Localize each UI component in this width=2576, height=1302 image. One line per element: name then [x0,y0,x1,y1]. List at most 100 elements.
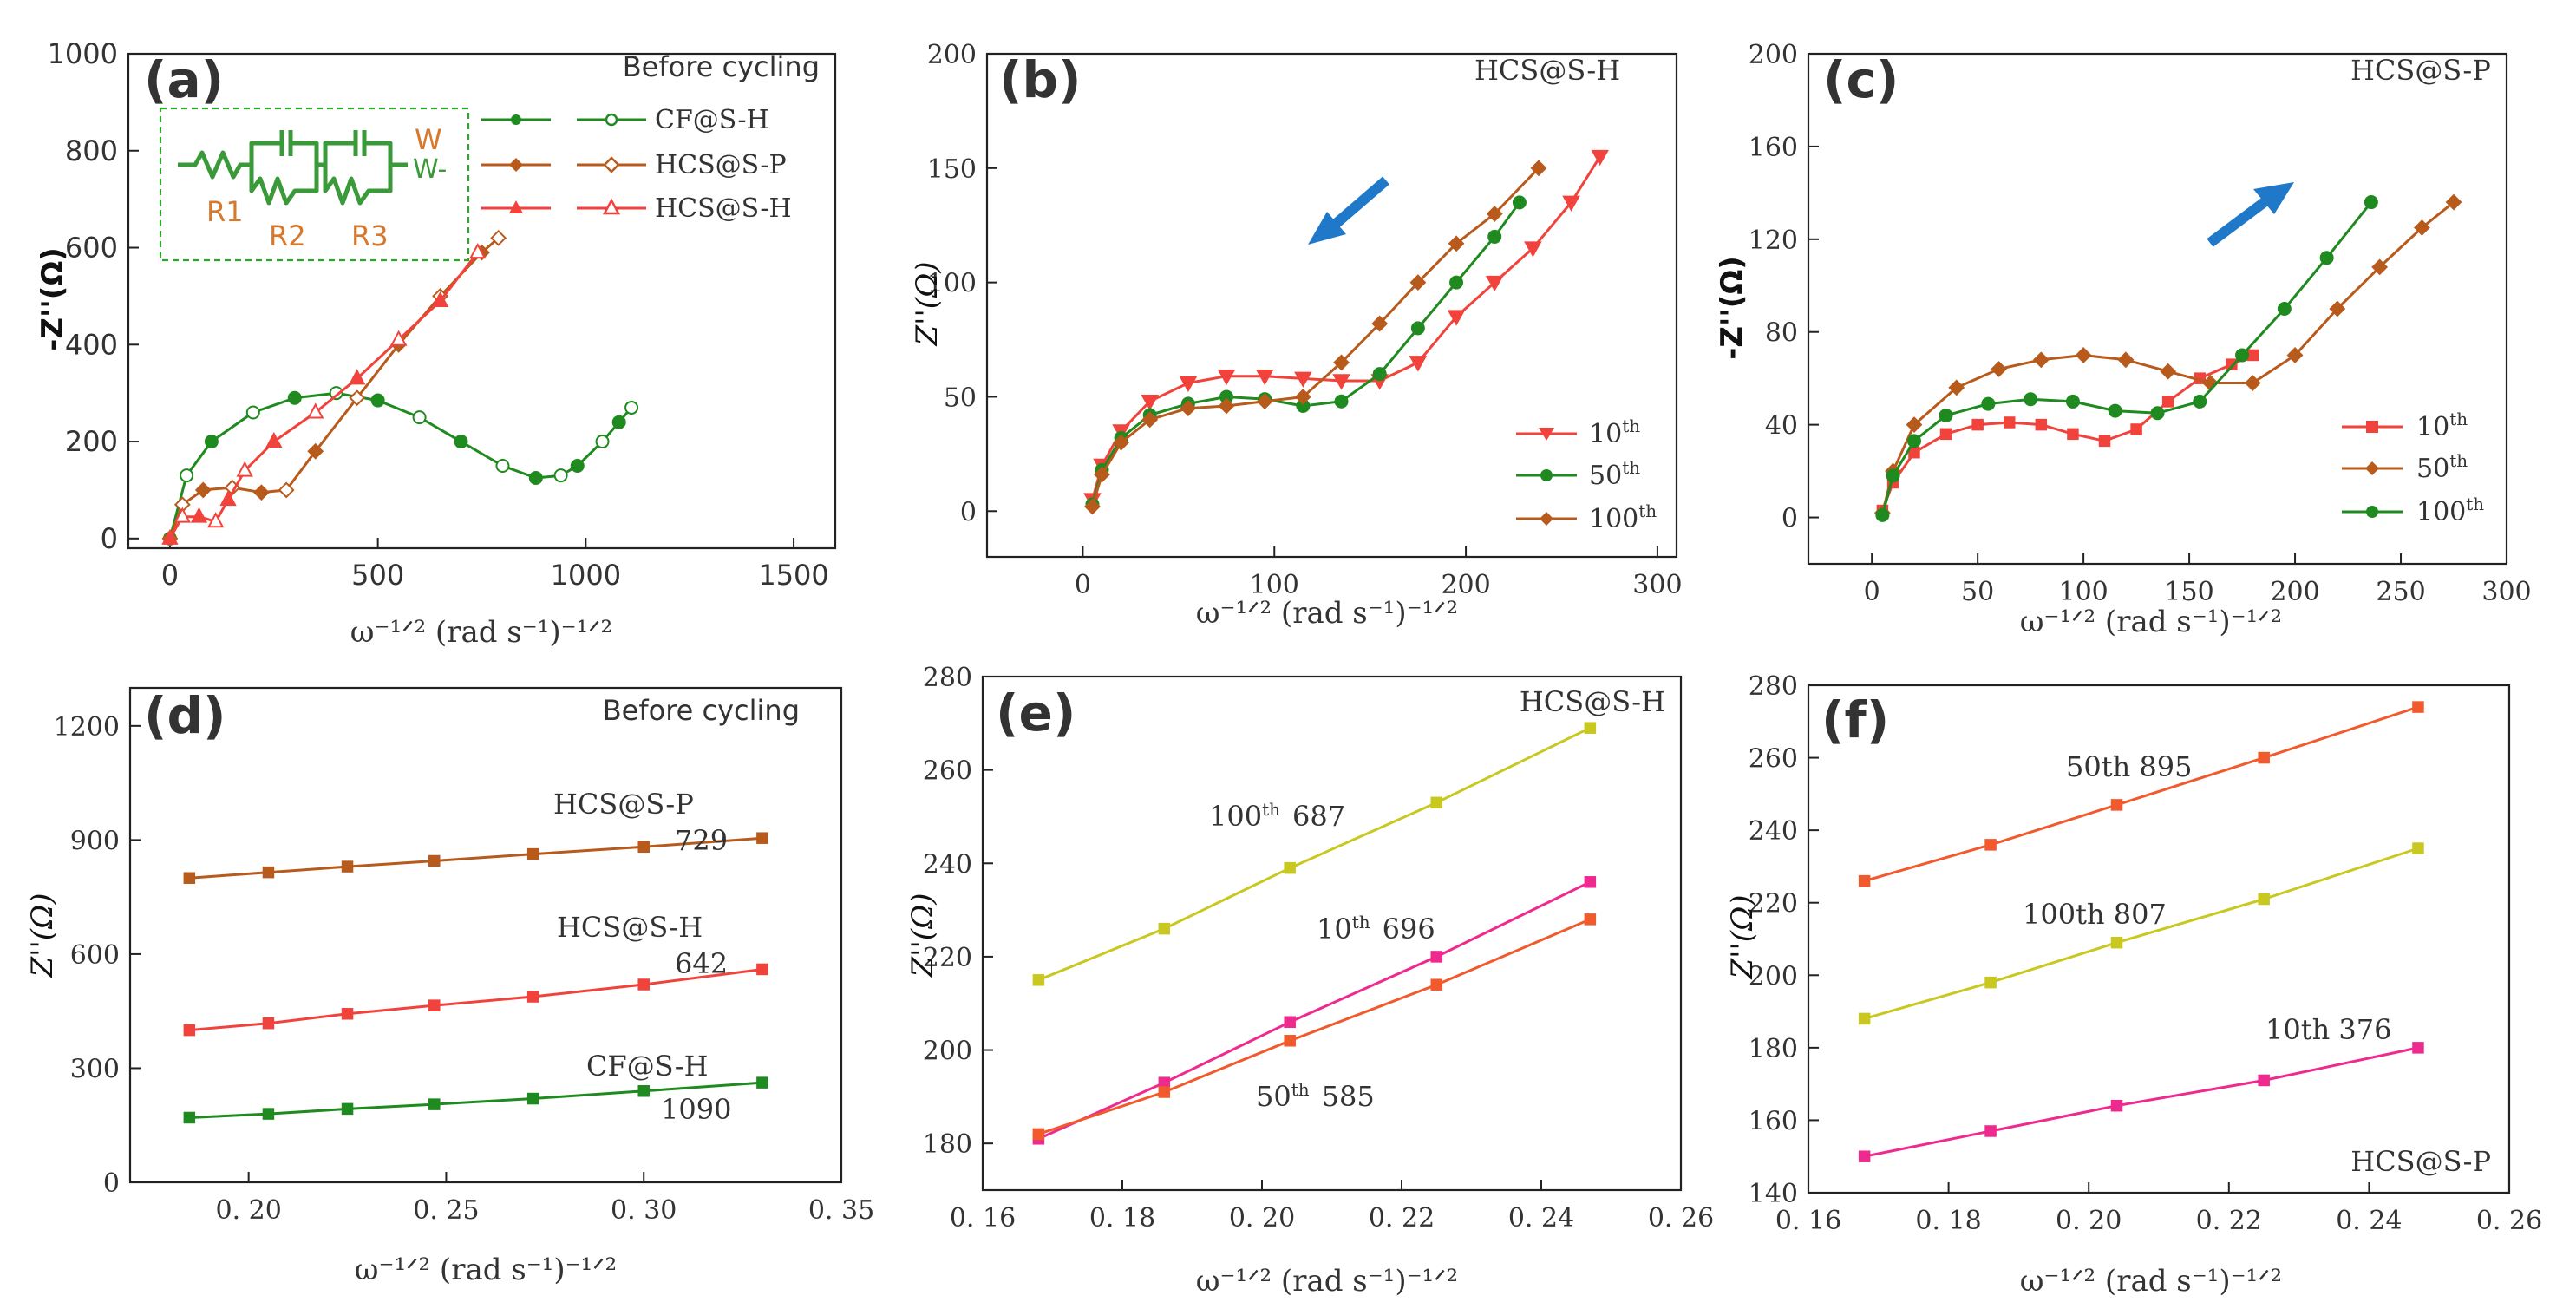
panel-f-point-2 [1984,976,1997,989]
panel-a-point-3 [173,507,191,523]
panel-b-point-3 [1141,411,1159,429]
panel-e-ytick-label: 240 [923,849,972,880]
panel-a-point-1 [553,468,568,483]
panel-d-ytick-label: 900 [70,826,120,856]
panel-e-point-1 [1032,974,1045,986]
panel-a-point-3 [236,461,253,477]
panel-b-point-2 [1449,275,1464,290]
panel-f-annot-10: 10th 376 [2265,1013,2391,1046]
legend-b-marker-1 [1539,428,1554,441]
panel-c-xlabel: ω⁻¹ᐟ² (rad s⁻¹)⁻¹ᐟ² [2020,605,2282,639]
legend-a-label-2: HCS@S-P [655,150,787,180]
panel-e-annot-50-num: 50 [1256,1080,1291,1113]
legend-a-item-2: HCS@S-P [481,150,787,180]
legend-b-label-1: 10th [1589,415,1640,449]
legend-c-label-1: 10th [2416,409,2468,442]
circuit-inset: R1 R2 R3 W W- [159,107,470,262]
panel-f-point-1 [2412,701,2424,713]
panel-e-point-3 [1284,1035,1296,1047]
panel-f-point-1 [2258,751,2270,764]
panel-f-point-2 [2110,936,2123,949]
panel-c-point-2 [2032,351,2050,369]
panel-a-point-2 [252,484,270,501]
panel-a-point-2 [349,389,366,407]
legend-a-marker-2 [509,158,523,172]
panel-a-point-3 [161,528,179,545]
panel-c-point-3 [2108,403,2122,418]
panel-a-ytick-label: 600 [65,232,118,265]
panel-a-ylabel: -Z''(Ω) [36,247,70,351]
panel-b-point-2 [1410,321,1425,336]
legend-b-marker-2 [1540,469,1553,481]
panel-b-label: (b) [999,50,1082,109]
legend-c-num-1: 10 [2416,412,2449,442]
panel-a-point-1 [412,410,427,425]
panel-a-point-1 [528,470,543,485]
panel-c-ticks: 0 50 100 150 200 250 300 0 40 80 120 160 200 [1749,40,2532,607]
legend-c-item-2: 50th [2342,450,2468,484]
panel-e-xtick-label: 0. 24 [1508,1203,1574,1233]
circuit-capacitor-plates [279,130,367,156]
panel-e-xlabel: ω⁻¹ᐟ² (rad s⁻¹)⁻¹ᐟ² [1196,1264,1458,1299]
panel-f-frame [1807,684,2511,1194]
panel-b-ytick-label: 0 [960,497,977,527]
panel-e-annot-10: 10th 696 [1317,912,1435,945]
panel-b-point-3 [1218,397,1235,415]
panel-e-xtick-label: 0. 20 [1229,1203,1295,1233]
panel-b-point-3 [1113,434,1129,451]
panel-f-series [1858,701,2424,1162]
panel-c-ytick-label: 40 [1765,411,1798,442]
panel-e-ytick-label: 260 [923,756,972,787]
panel-b-xtick-label: 0 [1075,570,1091,600]
panel-b-point-2 [1512,195,1527,210]
panel-b-point-3 [1409,274,1427,291]
panel-a-point-1 [370,393,385,408]
panel-d-point-2 [341,1008,354,1020]
panel-f-ticks: 0. 16 0. 18 0. 20 0. 22 0. 24 0. 26 140 160 180 2… [1749,671,2542,1236]
panel-e-annot-100-sup: th [1262,799,1280,820]
panel-c-ylabel: -Z''(Ω) [1715,256,1749,360]
panel-a-point-3 [219,489,237,507]
panel-c-arrow-head [2253,182,2294,214]
panel-b: 0 100 200 300 0 50 100 150 200 (b) HCS@S-H Z''(Ω… [910,40,1683,631]
panel-d-point-2 [756,963,768,976]
panel-e-series [1032,722,1597,1145]
panel-c-point-2 [2244,375,2261,391]
panel-a-point-1 [624,400,639,415]
panel-e-point-3 [1032,1128,1045,1141]
panel-a-ytick-label: 1000 [48,37,118,70]
panel-d-xtick-label: 0. 35 [808,1195,874,1226]
panel-e-point-3 [1430,978,1442,991]
panel-d-point-3 [341,1102,354,1116]
panel-b-point-1 [1255,369,1274,386]
panel-b-point-3 [1294,389,1311,405]
panel-d-point-1 [637,841,650,854]
panel-c-xtick-label: 100 [2058,577,2108,607]
panel-c-frame [1807,52,2508,566]
panel-f-annot-50: 50th 895 [2066,750,2192,783]
panel-d-point-1 [341,860,354,873]
legend-a-marker-3 [509,200,523,213]
panel-c-xtick-label: 250 [2376,577,2425,607]
panel-c-point-3 [2193,394,2207,409]
panel-a-point-3 [265,431,283,448]
panel-e-annot-50: 50th 585 [1256,1079,1375,1113]
panel-e-point-1 [1430,796,1442,809]
panel-a-label: (a) [144,50,224,109]
panel-d-ylabel: Z''(Ω) [25,893,60,978]
legend-b-label-3: 100th [1589,501,1657,534]
panel-c-series [1873,193,2462,522]
panel-f-label: (f) [1821,690,1889,749]
panel-c-ytick-label: 80 [1765,318,1798,349]
panel-d-point-1 [756,832,768,844]
panel-c-point-2 [2445,193,2462,211]
panel-f-point-3 [2412,1042,2424,1054]
legend-c-sup-1: th [2449,409,2468,429]
legend-b-sup-2: th [1622,457,1640,478]
panel-b-point-3 [1448,235,1465,252]
panel-a-point-3 [190,507,208,523]
panel-e-xtick-label: 0. 18 [1089,1203,1155,1233]
panel-a-xtick-label: 0 [161,559,179,592]
panel-c-point-1 [2130,423,2142,435]
panel-a-xtick-label: 500 [351,559,404,592]
